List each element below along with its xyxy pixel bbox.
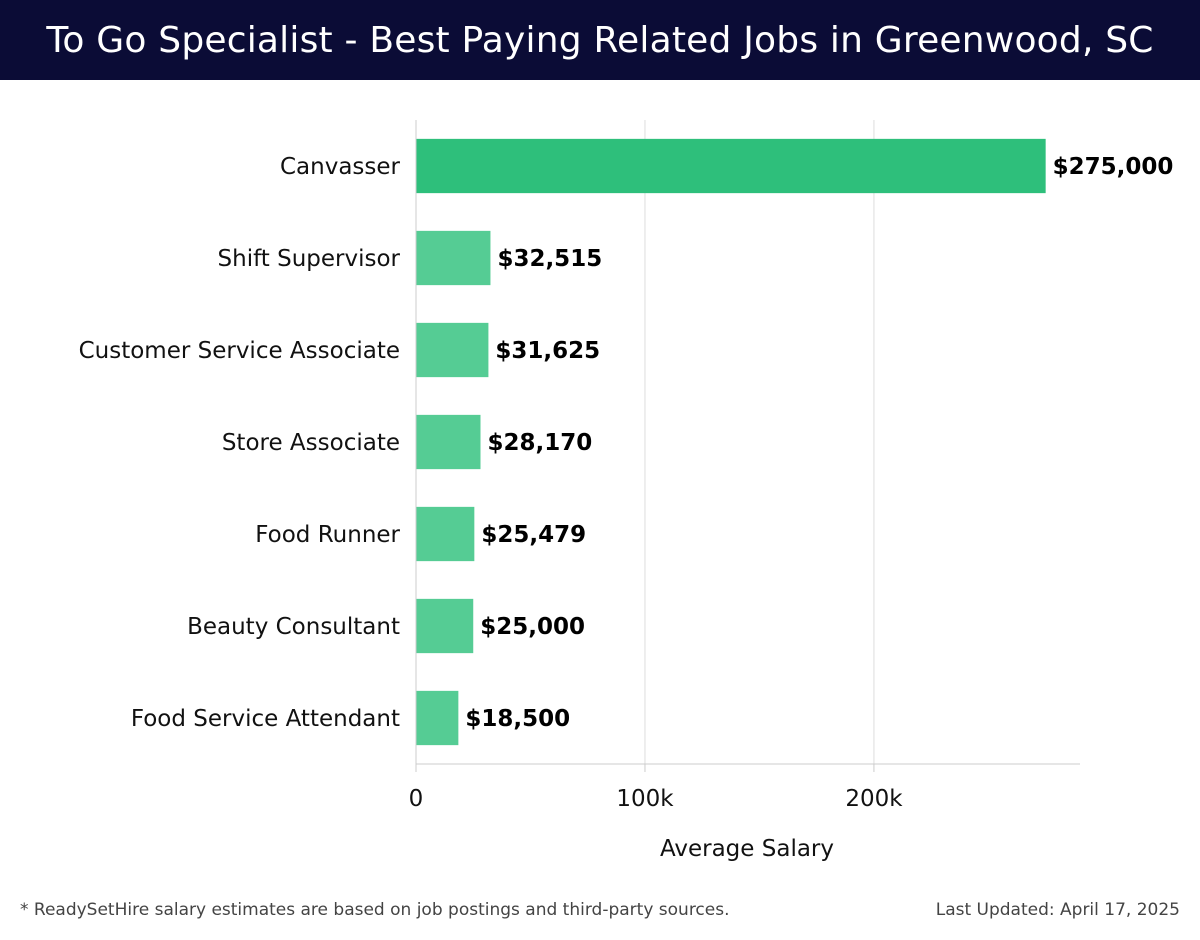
gridlines xyxy=(644,120,875,764)
category-label: Store Associate xyxy=(222,430,400,456)
bar xyxy=(416,138,1046,194)
category-label: Customer Service Associate xyxy=(79,338,400,364)
value-label: $25,000 xyxy=(480,614,585,640)
axes: 0 100k 200k xyxy=(409,120,1080,812)
value-label: $25,479 xyxy=(481,522,586,548)
x-tick-label: 100k xyxy=(616,786,674,812)
bar xyxy=(416,322,489,378)
bar xyxy=(416,414,481,470)
category-label: Canvasser xyxy=(280,154,401,180)
x-tick-label: 200k xyxy=(845,786,903,812)
bar-chart: Canvasser $275,000 Shift Supervisor $32,515… xyxy=(79,120,1174,862)
bar xyxy=(416,506,475,562)
value-label: $18,500 xyxy=(465,706,570,732)
category-label: Shift Supervisor xyxy=(218,246,401,272)
bars: Canvasser $275,000 Shift Supervisor $32,515… xyxy=(79,138,1174,746)
footer-note: * ReadySetHire salary estimates are base… xyxy=(20,900,730,920)
category-label: Food Runner xyxy=(255,522,400,548)
category-label: Beauty Consultant xyxy=(187,614,400,640)
chart-title: To Go Specialist - Best Paying Related J… xyxy=(46,19,1154,61)
bar xyxy=(416,690,459,746)
bar xyxy=(416,230,491,286)
value-label: $32,515 xyxy=(497,246,602,272)
footer-updated: Last Updated: April 17, 2025 xyxy=(935,900,1180,920)
chart-header: To Go Specialist - Best Paying Related J… xyxy=(0,0,1200,80)
category-label: Food Service Attendant xyxy=(131,706,400,732)
x-axis-title: Average Salary xyxy=(660,836,834,862)
value-label: $275,000 xyxy=(1053,154,1174,180)
bar xyxy=(416,598,474,654)
x-tick-label: 0 xyxy=(409,786,424,812)
value-label: $28,170 xyxy=(487,430,592,456)
value-label: $31,625 xyxy=(495,338,600,364)
